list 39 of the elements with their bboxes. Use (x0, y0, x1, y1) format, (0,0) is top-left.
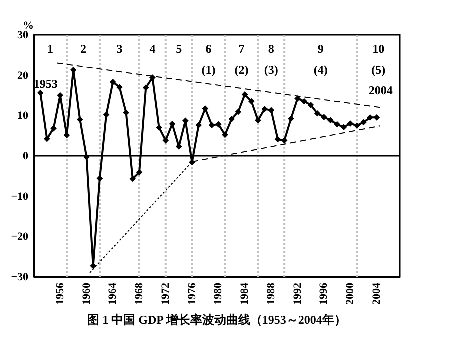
x-tick-label: 2004 (370, 282, 383, 305)
x-tick-label: 1996 (318, 282, 330, 305)
annotation: (3) (264, 63, 278, 78)
x-tick-label: 1992 (292, 282, 304, 305)
annotation: 5 (176, 42, 182, 56)
x-tick-label: 1972 (160, 282, 172, 305)
x-tick-label: 1984 (239, 282, 252, 305)
y-tick-label: −30 (11, 272, 29, 284)
y-tick-label: 20 (18, 70, 29, 82)
x-tick-label: 2000 (344, 282, 357, 305)
annotation: 2 (80, 42, 86, 56)
y-tick-label: −20 (11, 231, 29, 244)
annotation: (2) (234, 63, 249, 78)
annotation: 10 (372, 42, 385, 56)
y-tick-label: 30 (18, 30, 29, 42)
annotation: (1) (202, 63, 216, 78)
x-tick-label: 1960 (80, 282, 93, 305)
annotation: 2004 (368, 83, 393, 98)
annotation: 8 (268, 42, 274, 56)
x-tick-label: 1968 (134, 282, 146, 305)
annotation: 6 (206, 42, 212, 56)
text: 图 1 中国 GDP 增长率波动曲线（1953～2004年） (88, 313, 346, 327)
x-tick-label: 1980 (212, 282, 225, 305)
annotation: 3 (116, 42, 123, 56)
annotation: 7 (238, 42, 245, 56)
annotation: 1953 (34, 77, 58, 92)
annotation: (5) (372, 63, 386, 78)
y-tick-label: 0 (23, 150, 29, 162)
x-tick-label: 1956 (54, 282, 66, 305)
x-tick-label: 1988 (265, 282, 278, 305)
annotation: (4) (314, 63, 328, 78)
y-tick-label: 10 (18, 110, 29, 122)
annotation: 1 (47, 42, 54, 56)
y-tick-label: −10 (11, 190, 29, 203)
annotation: 4 (150, 42, 156, 56)
x-tick-label: 1976 (186, 282, 198, 305)
annotation: 9 (318, 42, 324, 56)
y-axis-title: % (23, 20, 34, 32)
x-tick-label: 1964 (107, 282, 120, 305)
